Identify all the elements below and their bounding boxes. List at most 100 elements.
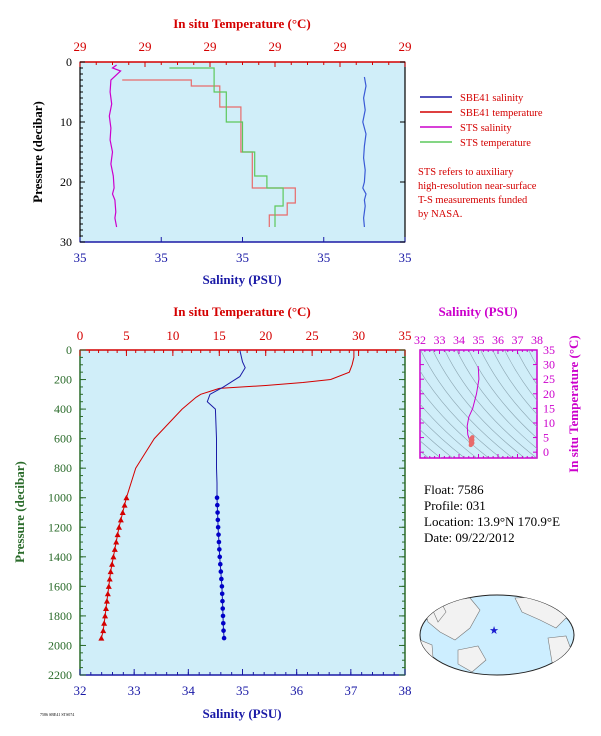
- near-surface-y-tick-label: 30: [60, 235, 72, 249]
- ts-y-tick-label: 25: [543, 372, 555, 386]
- temperature-bottle-marker: [123, 494, 130, 501]
- map-australia-landmass: [457, 645, 487, 673]
- near-surface-y-tick-label: 0: [66, 55, 72, 69]
- salinity-bottle-marker: [218, 569, 224, 574]
- ts-y-tick-label: 5: [543, 431, 549, 445]
- temperature-bottle-marker: [104, 590, 111, 597]
- full-profile-top-tick-label: 5: [123, 328, 130, 343]
- temperature-bottle-marker: [111, 546, 118, 552]
- full-profile-plot-area: [79, 349, 406, 676]
- near-surface-panel: 29 29 29 29 29 29 35 35 35 35 35 0 10 20 30 In situ Te…: [30, 16, 543, 287]
- temperature-bottle-marker: [116, 524, 122, 530]
- salinity-bottle-marker: [215, 502, 220, 508]
- full-profile-y-tick-label: 800: [54, 461, 72, 475]
- float-info: Float: 7586 Profile: 031 Location: 13.9°…: [424, 482, 560, 545]
- near-surface-y-axis-title: Pressure (decibar): [30, 101, 45, 203]
- full-profile-bottom-tick-label: 33: [128, 683, 141, 698]
- temperature-bottle-marker: [109, 561, 116, 567]
- temperature-bottle-marker: [113, 539, 120, 545]
- full-profile-y-tick-label: 600: [54, 432, 72, 446]
- density-contour-line: [444, 350, 537, 458]
- near-surface-top-tick-label: 29: [399, 39, 412, 54]
- ts-y-tick-label: 35: [543, 343, 555, 357]
- ts-y-axis-title: In situ Temperature (°C): [566, 335, 581, 473]
- temperature-bottle-marker: [106, 575, 113, 582]
- salinity-bottle-marker: [221, 628, 226, 633]
- temperature-bottle-marker: [100, 627, 107, 634]
- full-profile-y-tick-label: 0: [66, 343, 72, 357]
- salinity-bottle-marker: [217, 547, 222, 552]
- density-contour-line: [420, 429, 454, 458]
- full-profile-top-tick-label: 15: [213, 328, 226, 343]
- ts-deep-point: [470, 435, 475, 440]
- near-surface-bottom-tick-label: 35: [236, 250, 249, 265]
- near-surface-top-tick-label: 29: [139, 39, 152, 54]
- density-contour-line: [432, 350, 526, 458]
- full-profile-bottom-tick-label: 37: [344, 683, 358, 698]
- full-profile-top-tick-label: 10: [166, 328, 179, 343]
- salinity-bottle-marker: [220, 606, 226, 611]
- footer-code: 7586 SBE41 STS074: [40, 712, 74, 717]
- float-id: Float: 7586: [424, 482, 484, 497]
- near-surface-top-tick-label: 29: [204, 39, 217, 54]
- near-surface-top-axis-title: In situ Temperature (°C): [173, 16, 311, 31]
- salinity-bottle-marker: [217, 554, 223, 560]
- full-profile-top-tick-label: 0: [77, 328, 84, 343]
- full-profile-y-tick-label: 2000: [48, 638, 72, 652]
- salinity-bottle-marker: [219, 584, 225, 589]
- salinity-bottle-marker: [216, 532, 221, 537]
- legend-label-sts-salinity: STS salinity: [460, 123, 512, 134]
- salinity-bottle-marker: [220, 620, 226, 626]
- sts-note-line-2: high-resolution near-surface: [418, 181, 537, 192]
- salinity-profile-line: [206, 349, 246, 639]
- density-contour-line: [516, 350, 537, 385]
- sts-note-line-1: STS refers to auxiliary: [418, 167, 514, 178]
- full-profile-panel: 0 5 10 15 20 25 30 35 32 33 34 35 36 37 38 0 200 400 600 80…: [12, 304, 412, 721]
- full-profile-y-tick-label: 1800: [48, 609, 72, 623]
- salinity-bottle-marker: [220, 598, 225, 604]
- full-profile-y-tick-label: 400: [54, 402, 72, 416]
- near-surface-bottom-tick-label: 35: [399, 250, 412, 265]
- salinity-bottle-marker: [219, 591, 225, 597]
- salinity-bottle-marker: [215, 524, 221, 530]
- near-surface-bottom-tick-label: 35: [155, 250, 168, 265]
- temperature-bottle-marker: [105, 583, 112, 589]
- full-profile-y-tick-label: 200: [54, 373, 72, 387]
- temperature-bottle-marker: [110, 553, 117, 560]
- ts-y-tick-label: 20: [543, 387, 555, 401]
- ts-x-tick-label: 37: [512, 333, 524, 347]
- near-surface-bottom-tick-label: 35: [74, 250, 87, 265]
- full-profile-y-tick-label: 2200: [48, 668, 72, 682]
- temperature-bottle-marker: [103, 598, 110, 604]
- full-profile-axes: 0 5 10 15 20 25 30 35 32 33 34 35 36 37 38 0 200 400 600 80…: [48, 328, 412, 698]
- near-surface-bottom-tick-label: 35: [317, 250, 330, 265]
- near-surface-top-tick-label: 29: [269, 39, 282, 54]
- salinity-bottle-marker: [217, 561, 223, 567]
- density-contour-line: [528, 350, 537, 367]
- near-surface-y-tick-label: 20: [60, 175, 72, 189]
- full-profile-top-tick-label: 20: [259, 328, 272, 343]
- near-surface-y-tick-label: 10: [60, 115, 72, 129]
- ts-series: [466, 366, 480, 448]
- density-contour-line: [584, 340, 601, 468]
- ts-y-tick-label: 10: [543, 416, 555, 430]
- density-contour-line: [420, 350, 514, 458]
- ts-y-tick-label: 15: [543, 401, 555, 415]
- full-profile-y-tick-label: 1000: [48, 491, 72, 505]
- temperature-bottle-marker: [121, 502, 128, 508]
- ts-x-tick-label: 33: [434, 333, 446, 347]
- near-surface-top-tick-label: 29: [74, 39, 87, 54]
- legend-label-sts-temperature: STS temperature: [460, 138, 531, 149]
- profile-number: Profile: 031: [424, 498, 486, 513]
- temperature-bottle-marker: [101, 620, 108, 626]
- near-surface-series: [108, 64, 367, 228]
- near-surface-series-line: [169, 67, 284, 227]
- sts-note-line-4: by NASA.: [418, 209, 462, 220]
- near-surface-top-tick-label: 29: [334, 39, 347, 54]
- full-profile-top-tick-label: 35: [399, 328, 412, 343]
- full-profile-bottom-tick-label: 34: [182, 683, 196, 698]
- float-location-marker: ★: [489, 625, 499, 637]
- salinity-bottle-marker: [219, 576, 224, 582]
